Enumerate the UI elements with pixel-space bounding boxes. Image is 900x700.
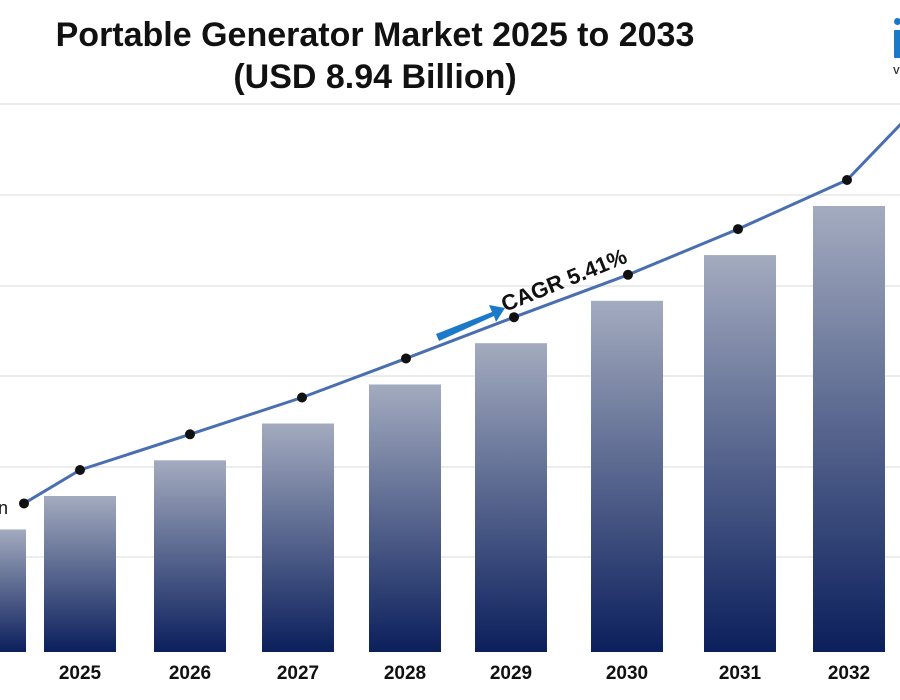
bar-2027 [262, 423, 334, 652]
logo-dot-icon [894, 18, 900, 25]
bar-2029 [475, 343, 547, 652]
bar-2032 [813, 206, 885, 652]
trend-point-2028 [401, 353, 411, 364]
trend-point-2025 [75, 465, 85, 475]
x-tick-2029: 2029 [490, 663, 532, 684]
x-tick-labels: 2025 2026 2027 2028 2029 2030 2031 2032 [59, 663, 870, 684]
chart-subtitle: (USD 8.94 Billion) [233, 58, 517, 96]
trend-point-2030 [623, 269, 633, 280]
x-tick-2030: 2030 [606, 663, 648, 684]
trend-point-2027 [297, 392, 307, 403]
chart-title: Portable Generator Market 2025 to 2033 [55, 16, 695, 54]
x-tick-2025: 2025 [59, 663, 102, 684]
clipped-label: n [0, 498, 8, 518]
brand-logo: V [892, 14, 900, 84]
trend-point-2032 [842, 175, 852, 185]
x-tick-2026: 2026 [169, 663, 211, 684]
logo-text: V [893, 66, 900, 77]
bar-2025 [44, 496, 116, 652]
bar-2030 [591, 300, 663, 652]
logo-bar-icon [894, 30, 900, 58]
cagr-arrow-icon [436, 305, 505, 341]
trend-line [23, 122, 900, 505]
bar-2026 [154, 460, 226, 652]
bar-2024 [0, 529, 26, 652]
x-tick-2031: 2031 [719, 663, 762, 684]
trend-markers [19, 175, 852, 509]
trend-point-2029 [509, 312, 519, 323]
x-tick-2028: 2028 [384, 663, 426, 684]
bar-2028 [369, 384, 441, 652]
x-tick-2032: 2032 [828, 663, 870, 684]
bar-2031 [704, 255, 776, 653]
trend-point-2031 [733, 224, 743, 235]
x-tick-2027: 2027 [277, 663, 319, 684]
trend-point-2024 [19, 498, 29, 509]
bars [0, 206, 885, 653]
trend-point-2026 [185, 429, 195, 440]
